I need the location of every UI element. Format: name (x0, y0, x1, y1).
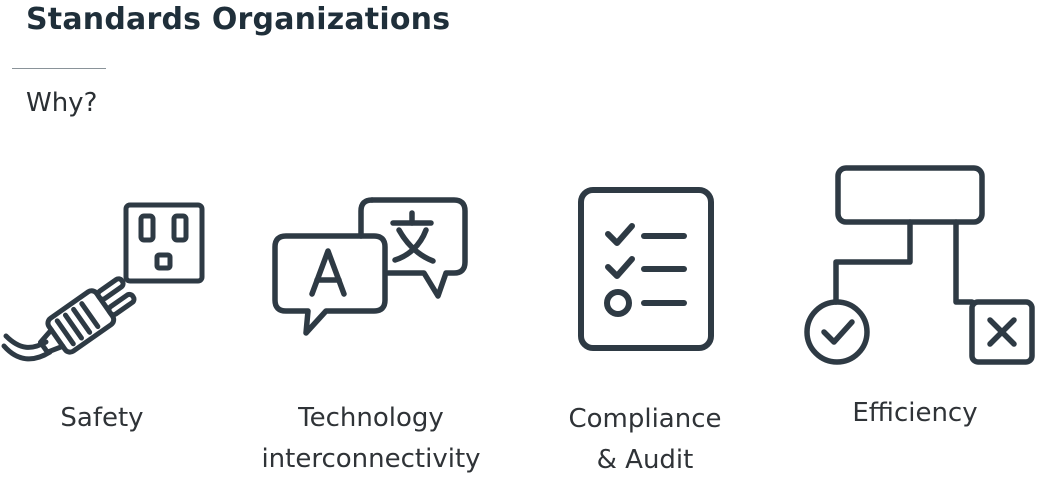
caption-compliance-line-1: Compliance (568, 404, 722, 434)
caption-technology-line-1: Technology (298, 403, 444, 433)
page-title: Standards Organizations (26, 2, 451, 37)
title-divider (12, 68, 106, 69)
page-subtitle: Why? (26, 88, 98, 118)
caption-safety-line-1: Safety (60, 403, 144, 433)
checklist-icon (574, 184, 718, 354)
caption-efficiency: Efficiency (815, 393, 1015, 434)
caption-efficiency-line-1: Efficiency (852, 398, 978, 428)
caption-safety: Safety (0, 398, 204, 439)
caption-compliance-line-2: & Audit (596, 445, 694, 475)
translation-bubbles-icon (268, 196, 478, 346)
flowchart-icon (800, 164, 1040, 374)
caption-compliance-audit: Compliance & Audit (545, 399, 745, 481)
caption-technology-line-2: interconnectivity (261, 444, 481, 474)
plug-outlet-icon (0, 200, 210, 370)
caption-technology-interconnectivity: Technology interconnectivity (246, 398, 496, 480)
